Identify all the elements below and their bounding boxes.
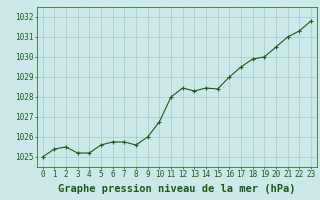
X-axis label: Graphe pression niveau de la mer (hPa): Graphe pression niveau de la mer (hPa) <box>58 184 296 194</box>
